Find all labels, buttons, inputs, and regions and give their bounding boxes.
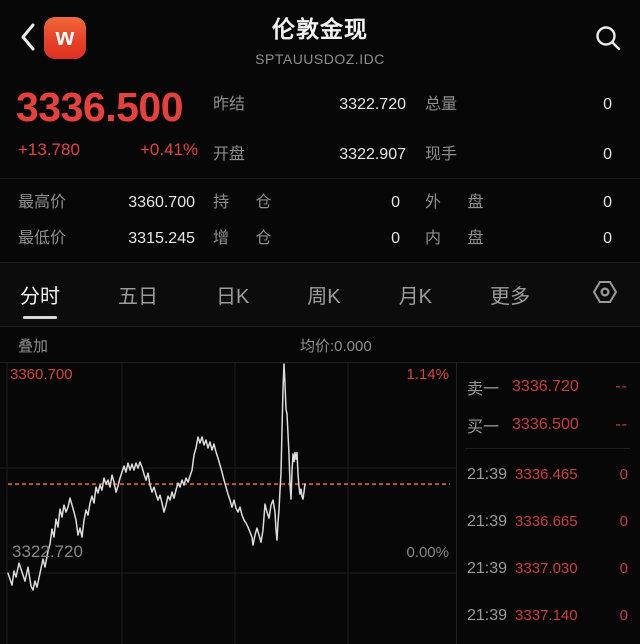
order-book-panel[interactable]: 卖一 3336.720 -- 买一 3336.500 -- 21:39 3336… xyxy=(456,362,640,644)
stat-open: 开盘 3322.907 xyxy=(213,146,406,163)
tab-daily-k[interactable]: 日K xyxy=(215,286,250,308)
axis-max-pct: 1.14% xyxy=(406,366,449,383)
back-button[interactable] xyxy=(12,18,44,60)
stat-high: 最高价 3360.700 xyxy=(18,194,195,211)
tab-5day[interactable]: 五日 xyxy=(117,286,158,308)
chart-settings-button[interactable] xyxy=(588,279,622,310)
period-tab-bar: 分时 五日 日K 周K 月K 更多 xyxy=(0,262,640,327)
wind-logo[interactable]: w xyxy=(44,17,86,59)
stat-low: 最低价 3315.245 xyxy=(18,230,195,247)
search-icon xyxy=(594,24,622,57)
tab-weekly-k[interactable]: 周K xyxy=(307,286,341,308)
tick-row: 21:39 3336.665 0 xyxy=(467,512,628,531)
axis-ref-pct: 0.00% xyxy=(406,544,449,561)
price-change: +13.780 xyxy=(18,140,80,159)
wind-logo-letter: w xyxy=(55,24,75,51)
quote-panel: 3336.500 +13.780 +0.41% 昨结 3322.720 总量 0 开… xyxy=(0,80,640,262)
ask-row: 卖一 3336.720 -- xyxy=(467,378,628,398)
tick-row: 21:39 3337.030 0 xyxy=(467,559,628,578)
average-price-label: 均价:0.000 xyxy=(300,338,372,355)
price-change-pct: +0.41% xyxy=(140,140,199,159)
page-title: 伦敦金现 xyxy=(272,16,368,42)
bid-row: 买一 3336.500 -- xyxy=(467,416,628,436)
last-price: 3336.500 xyxy=(16,84,184,130)
chart-header: 叠加 均价:0.000 xyxy=(0,327,640,362)
search-button[interactable] xyxy=(590,20,626,60)
stat-current-volume: 现手 0 xyxy=(425,146,612,163)
price-polyline xyxy=(7,363,306,591)
minute-chart-canvas[interactable] xyxy=(0,363,456,644)
hexagon-gear-icon xyxy=(591,279,619,310)
chevron-left-icon xyxy=(18,21,38,58)
divider xyxy=(465,448,630,449)
stat-total-volume: 总量 0 xyxy=(425,96,612,113)
divider xyxy=(0,178,640,179)
tab-monthly-k[interactable]: 月K xyxy=(398,286,432,308)
overlay-button[interactable]: 叠加 xyxy=(18,338,49,355)
tab-minute[interactable]: 分时 xyxy=(20,263,60,326)
ticker-code: SPTAUUSDOZ.IDC xyxy=(255,51,385,67)
tab-more[interactable]: 更多 xyxy=(489,286,530,308)
tick-row: 21:39 3337.140 0 xyxy=(467,606,628,625)
axis-ref-price: 3322.720 xyxy=(12,542,83,561)
minute-chart[interactable]: 3360.700 1.14% 3322.720 0.00% xyxy=(0,362,456,644)
header: w 伦敦金现 SPTAUUSDOZ.IDC xyxy=(0,0,640,80)
axis-max-price: 3360.700 xyxy=(10,366,73,383)
stat-prev-settle: 昨结 3322.720 xyxy=(213,96,406,113)
tick-row: 21:39 3336.465 0 xyxy=(467,465,628,484)
